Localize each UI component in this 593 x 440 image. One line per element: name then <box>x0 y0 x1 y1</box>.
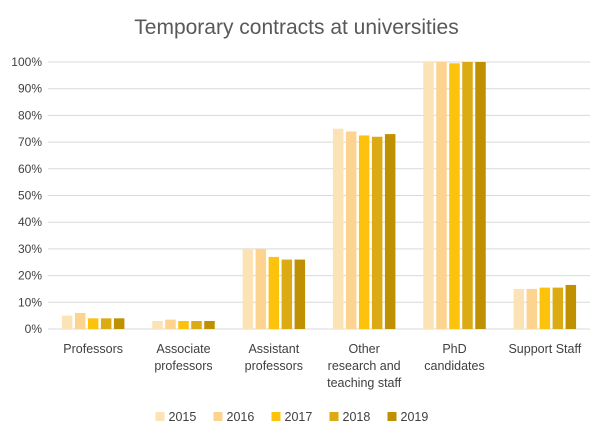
bars <box>61 62 577 330</box>
category-label: Professors <box>63 342 123 356</box>
legend-swatch <box>329 412 339 421</box>
category-label: Support Staff <box>508 342 581 356</box>
legend-item: 2019 <box>387 410 429 424</box>
bar-2018 <box>462 62 473 329</box>
bar-2018 <box>552 287 564 329</box>
bar-2016 <box>255 248 267 329</box>
legend-item: 2018 <box>329 410 371 424</box>
y-tick-label: 0% <box>25 322 43 336</box>
category-label: PhD candidates <box>424 342 484 373</box>
category-label: Assistant professors <box>245 342 303 373</box>
bar-2017 <box>87 318 99 329</box>
y-axis-ticks: 0% 10% 20% 30% 40% 50% 60% 70% 80% 90% 100% <box>11 55 42 336</box>
y-tick-label: 40% <box>18 215 42 229</box>
legend-swatch <box>271 412 281 421</box>
y-tick-label: 10% <box>18 295 42 309</box>
legend-swatch <box>387 412 397 421</box>
legend-item: 2015 <box>155 410 197 424</box>
legend-label: 2019 <box>401 410 429 424</box>
bar-2019 <box>113 318 125 329</box>
bar-2019 <box>294 259 306 329</box>
bar-2016 <box>436 62 447 329</box>
gridlines <box>48 61 590 330</box>
bar-2017 <box>268 256 280 329</box>
bar-2018 <box>100 318 112 329</box>
legend: 2015 2016 2017 2018 2019 <box>155 410 429 424</box>
bar-2015 <box>152 320 163 329</box>
bar-2019 <box>565 284 577 329</box>
bar-2015 <box>332 128 344 329</box>
bar-2017 <box>539 287 551 329</box>
bar-2016 <box>345 131 357 329</box>
y-tick-label: 20% <box>18 269 42 283</box>
bar-2018 <box>191 320 202 329</box>
legend-item: 2016 <box>213 410 255 424</box>
bar-2016 <box>74 312 86 329</box>
y-tick-label: 100% <box>11 55 42 69</box>
y-tick-label: 60% <box>18 162 42 176</box>
category-labels: Professors Associate professors Assistant pr… <box>63 342 581 390</box>
y-tick-label: 90% <box>18 82 42 96</box>
bar-2019 <box>204 320 215 329</box>
legend-label: 2015 <box>169 410 197 424</box>
legend-swatch <box>213 412 223 421</box>
y-tick-label: 30% <box>18 242 42 256</box>
bar-2018 <box>371 136 383 329</box>
bar-2019 <box>475 62 486 329</box>
bar-2016 <box>526 288 538 329</box>
bar-2017 <box>178 320 189 329</box>
bar-2017 <box>358 135 370 329</box>
legend-swatch <box>155 412 165 421</box>
bar-2015 <box>423 62 434 329</box>
legend-label: 2016 <box>227 410 255 424</box>
bar-2017 <box>449 63 460 330</box>
bar-2016 <box>165 319 176 329</box>
bar-2019 <box>384 134 396 329</box>
bar-2015 <box>61 315 73 329</box>
legend-label: 2018 <box>343 410 371 424</box>
bar-2015 <box>242 248 254 329</box>
y-tick-label: 70% <box>18 135 42 149</box>
category-label: Associate professors <box>154 342 212 373</box>
y-tick-label: 50% <box>18 189 42 203</box>
legend-item: 2017 <box>271 410 313 424</box>
y-tick-label: 80% <box>18 108 42 122</box>
category-label: Other research and teaching staff <box>327 342 402 390</box>
chart-title: Temporary contracts at universities <box>134 16 458 39</box>
bar-2018 <box>281 259 293 329</box>
bar-2015 <box>513 288 525 329</box>
legend-label: 2017 <box>285 410 313 424</box>
